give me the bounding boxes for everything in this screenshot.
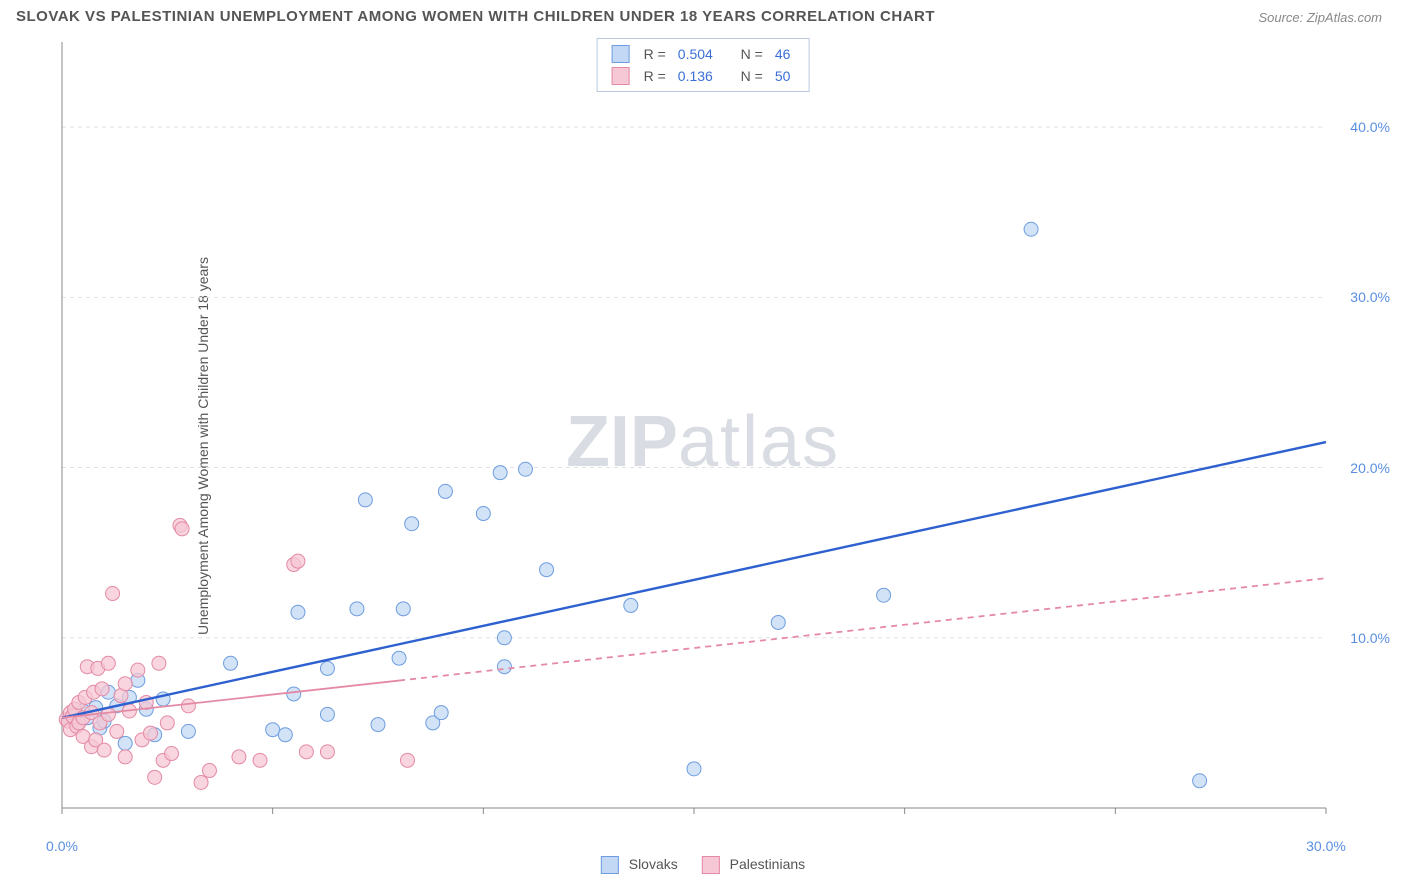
source-attribution: Source: ZipAtlas.com <box>1258 10 1382 25</box>
y-tick-label: 40.0% <box>1350 119 1390 135</box>
chart-plot <box>56 36 1376 836</box>
x-tick-label: 0.0% <box>46 838 78 854</box>
legend-item-palestinians: Palestinians <box>702 856 805 874</box>
y-tick-label: 30.0% <box>1350 289 1390 305</box>
legend-label: Slovaks <box>629 856 678 872</box>
y-tick-label: 20.0% <box>1350 460 1390 476</box>
legend-label: Palestinians <box>730 856 806 872</box>
legend-swatch-slovaks <box>612 45 630 63</box>
correlation-legend: R = 0.504 N = 46 R = 0.136 N = 50 <box>597 38 810 92</box>
n-label: N = <box>741 65 763 87</box>
n-label: N = <box>741 43 763 65</box>
n-value: 46 <box>775 43 791 65</box>
scatter-chart-svg <box>56 36 1376 836</box>
page-title: SLOVAK VS PALESTINIAN UNEMPLOYMENT AMONG… <box>16 8 935 25</box>
legend-row-slovaks: R = 0.504 N = 46 <box>612 43 795 65</box>
swatch-slovaks <box>601 856 619 874</box>
r-value: 0.504 <box>678 43 713 65</box>
r-label: R = <box>644 43 666 65</box>
x-tick-label: 30.0% <box>1306 838 1346 854</box>
r-value: 0.136 <box>678 65 713 87</box>
n-value: 50 <box>775 65 791 87</box>
series-legend: Slovaks Palestinians <box>601 856 805 874</box>
r-label: R = <box>644 65 666 87</box>
legend-row-palestinians: R = 0.136 N = 50 <box>612 65 795 87</box>
swatch-palestinians <box>702 856 720 874</box>
legend-item-slovaks: Slovaks <box>601 856 678 874</box>
y-tick-label: 10.0% <box>1350 630 1390 646</box>
legend-swatch-palestinians <box>612 67 630 85</box>
